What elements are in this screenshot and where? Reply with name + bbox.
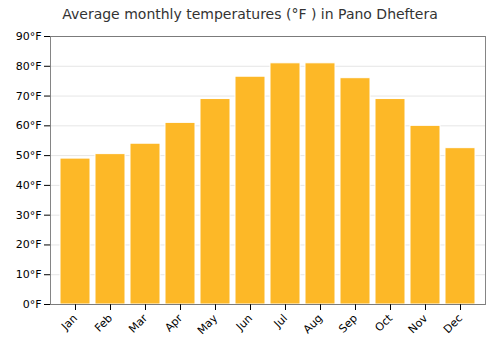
svg-text:20°F: 20°F xyxy=(16,238,42,251)
svg-text:Feb: Feb xyxy=(92,312,115,335)
svg-text:Dec: Dec xyxy=(441,312,465,336)
svg-text:80°F: 80°F xyxy=(16,60,42,73)
svg-text:Oct: Oct xyxy=(372,311,395,334)
svg-text:Jul: Jul xyxy=(271,312,290,331)
svg-text:Jun: Jun xyxy=(233,312,255,334)
svg-text:Aug: Aug xyxy=(301,312,325,336)
svg-text:10°F: 10°F xyxy=(16,268,42,281)
svg-text:Nov: Nov xyxy=(406,311,431,336)
svg-text:50°F: 50°F xyxy=(16,149,42,162)
svg-text:Apr: Apr xyxy=(162,311,185,334)
svg-text:Mar: Mar xyxy=(126,311,150,335)
svg-text:70°F: 70°F xyxy=(16,90,42,103)
svg-text:Jan: Jan xyxy=(58,312,80,334)
svg-text:0°F: 0°F xyxy=(23,298,42,311)
html-text:Average monthly temperatures (: Average monthly temperatures (°F ) in Pa… xyxy=(62,6,438,22)
svg-text:30°F: 30°F xyxy=(16,209,42,222)
svg-text:40°F: 40°F xyxy=(16,179,42,192)
svg-text:Sep: Sep xyxy=(336,312,360,336)
svg-text:60°F: 60°F xyxy=(16,119,42,132)
svg-text:90°F: 90°F xyxy=(16,30,42,43)
svg-text:May: May xyxy=(195,311,221,337)
